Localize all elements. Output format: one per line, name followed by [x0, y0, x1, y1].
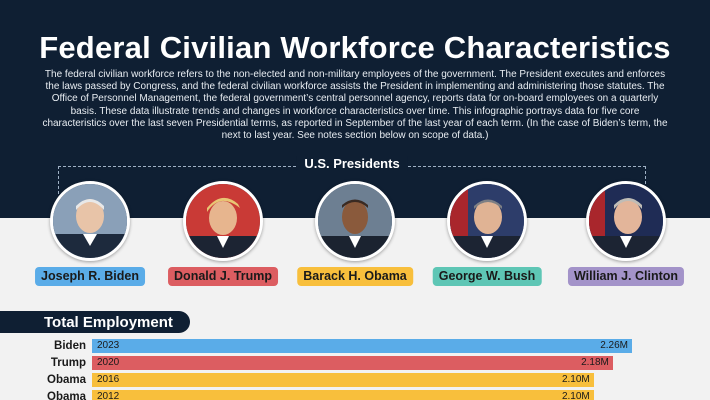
- president-card-trump: Donald J. Trump: [153, 181, 293, 287]
- bar-row: Obama 2016 2.10M: [0, 372, 710, 388]
- section-title: Total Employment: [44, 314, 173, 331]
- bar: 2016 2.10M: [92, 373, 594, 387]
- bar-category-label: Trump: [50, 357, 86, 369]
- president-name-trump: Donald J. Trump: [168, 267, 278, 286]
- president-card-bush: George W. Bush: [417, 181, 557, 287]
- biden-portrait: [50, 181, 130, 261]
- bar-category-label: Biden: [54, 340, 86, 352]
- bar: 2012 2.10M: [92, 390, 594, 400]
- bar-row: Obama 2012 2.10M: [0, 389, 710, 400]
- bar-year-label: 2023: [97, 340, 120, 351]
- bar-year-label: 2012: [97, 391, 120, 400]
- bar-year-label: 2016: [97, 374, 120, 385]
- presidents-header-label: U.S. Presidents: [296, 156, 408, 171]
- president-card-obama: Barack H. Obama: [285, 181, 425, 287]
- bar: 2020 2.18M: [92, 356, 613, 370]
- bar-value-label: 2.10M: [561, 374, 590, 385]
- president-name-biden: Joseph R. Biden: [35, 267, 145, 286]
- section-tab-total-employment: Total Employment: [0, 311, 190, 333]
- president-card-clinton: William J. Clinton: [556, 181, 696, 287]
- bar: 2023 2.26M: [92, 339, 632, 353]
- obama-portrait: [315, 181, 395, 261]
- total-employment-chart: Biden 2023 2.26M Trump 2020 2.18M Obama …: [0, 338, 710, 400]
- page-title: Federal Civilian Workforce Characteristi…: [39, 30, 671, 65]
- bush-portrait: [447, 181, 527, 261]
- president-name-bush: George W. Bush: [432, 267, 542, 286]
- bar-value-label: 2.10M: [561, 391, 590, 400]
- president-name-clinton: William J. Clinton: [567, 267, 685, 286]
- bar-row: Biden 2023 2.26M: [0, 338, 710, 354]
- trump-portrait: [183, 181, 263, 261]
- clinton-portrait: [586, 181, 666, 261]
- bar-value-label: 2.26M: [600, 340, 628, 351]
- bar-value-label: 2.18M: [581, 357, 609, 368]
- president-name-obama: Barack H. Obama: [297, 267, 413, 286]
- intro-paragraph: The federal civilian workforce refers to…: [42, 69, 668, 142]
- bar-year-label: 2020: [97, 357, 120, 368]
- president-card-biden: Joseph R. Biden: [20, 181, 160, 287]
- bar-category-label: Obama: [47, 374, 86, 386]
- bar-category-label: Obama: [47, 391, 86, 400]
- presidents-header: U.S. Presidents: [58, 156, 646, 194]
- bar-row: Trump 2020 2.18M: [0, 355, 710, 371]
